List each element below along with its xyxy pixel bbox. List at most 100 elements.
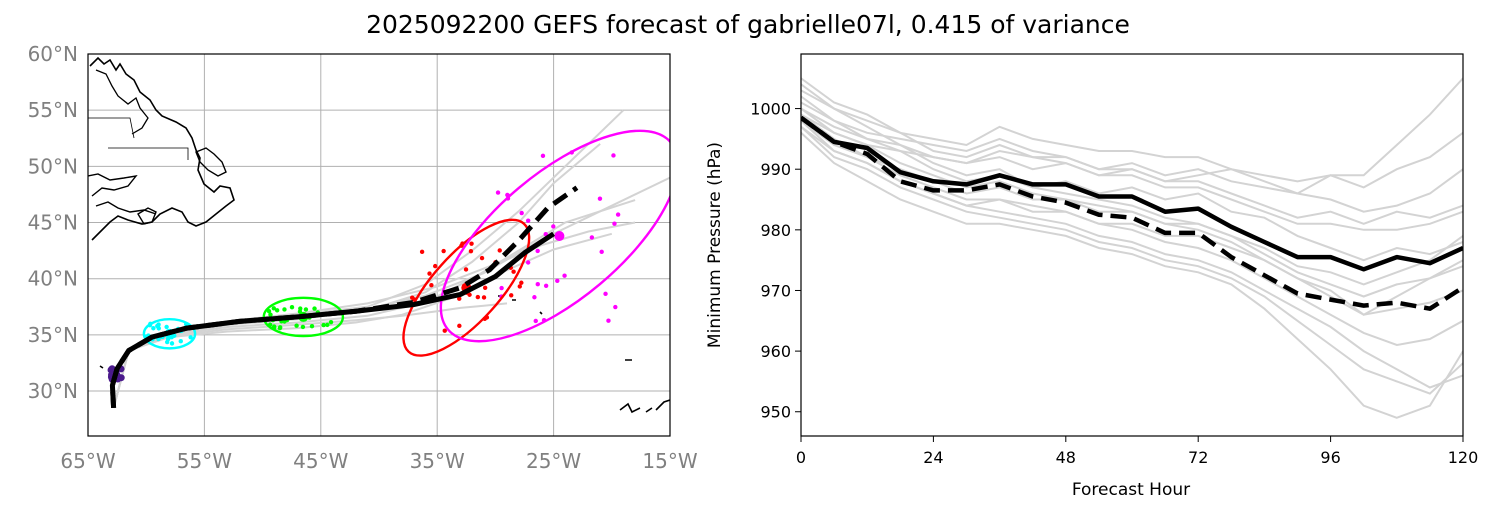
y-tick-label: 980 — [760, 221, 791, 240]
map-ytick-label: 30°N — [28, 379, 78, 403]
member-position-dot — [164, 324, 169, 330]
member-position-dot — [277, 325, 283, 331]
member-position-dot — [481, 295, 487, 300]
mean-tracks — [109, 185, 579, 409]
member-position-dot — [555, 278, 560, 284]
member-position-dot — [562, 273, 567, 278]
member-position-dot — [271, 306, 277, 311]
map-frame — [87, 53, 671, 437]
member-position-dot — [551, 224, 556, 229]
member-position-dot — [519, 280, 524, 285]
map-ytick-label: 40°N — [28, 267, 78, 291]
member-position-dot — [303, 307, 309, 312]
mean-pressure-solid — [801, 115, 1463, 272]
member-position-dot — [188, 335, 193, 340]
member-position-dot — [463, 267, 469, 272]
member-position-dot — [525, 260, 531, 265]
pressure-tick-labels: 0 24 48 72 96 120 950 960 970 980 990 1000 — [750, 100, 1478, 467]
member-position-dot — [300, 324, 306, 330]
mean-track-dashed — [109, 185, 579, 409]
member-position-dot — [511, 269, 516, 274]
y-tick-label: 960 — [760, 342, 791, 361]
member-pressure-line — [801, 113, 1463, 347]
mean-pressure-lines — [801, 115, 1463, 311]
map-ytick-label: 55°N — [28, 98, 78, 122]
y-tick-label: 1000 — [750, 100, 791, 119]
y-axis-label: Minimum Pressure (hPa) — [705, 142, 725, 348]
member-position-dot — [497, 248, 502, 253]
member-position-dot — [433, 263, 438, 269]
x-tick-label: 96 — [1320, 448, 1340, 467]
member-pressure-line — [801, 77, 1463, 195]
member-position-dot — [468, 248, 474, 254]
member-pressure-line — [801, 132, 1463, 419]
map-xtick-label: 25°W — [526, 449, 581, 473]
x-tick-label: 120 — [1448, 448, 1479, 467]
member-position-dot — [321, 322, 326, 328]
track-map-panel: 65°W 55°W 45°W 35°W 25°W 15°W 30°N 35°N 40°N 45°N… — [28, 42, 698, 473]
x-tick-label: 72 — [1188, 448, 1208, 467]
labrador-inlets — [95, 69, 149, 135]
madeira-islands — [99, 359, 632, 369]
map-xtick-label: 55°W — [177, 449, 232, 473]
member-position-dot — [169, 341, 175, 346]
member-position-dot — [325, 322, 330, 328]
member-position-dot — [532, 295, 537, 300]
member-position-dot — [589, 235, 595, 240]
member-position-dot — [419, 249, 425, 255]
africa-coast — [619, 399, 670, 414]
member-pressure-line — [801, 125, 1463, 316]
uncertainty-ellipse — [262, 296, 345, 338]
member-position-dot — [108, 365, 116, 373]
member-position-dot — [611, 153, 616, 158]
member-pressure-line — [801, 77, 1463, 231]
map-background — [88, 54, 670, 436]
member-position-dot — [597, 196, 603, 201]
member-position-dot — [499, 285, 504, 291]
member-position-dot — [479, 255, 485, 261]
member-position-dot — [535, 248, 540, 254]
gulf-stlawrence-coast — [88, 173, 157, 215]
member-position-dot — [457, 323, 462, 329]
member-position-dot — [442, 328, 447, 333]
member-position-dot — [178, 339, 183, 344]
member-position-dot — [328, 319, 334, 325]
uncertainty-ellipse — [439, 129, 670, 343]
member-pressure-line — [801, 126, 1463, 395]
border-lines — [88, 117, 189, 160]
member-pressure-line — [801, 89, 1463, 189]
y-tick-label: 970 — [760, 281, 791, 300]
uncertainty-ellipse — [402, 218, 531, 357]
member-position-dot — [606, 318, 611, 323]
member-position-dot — [282, 307, 287, 312]
member-position-dot — [274, 308, 280, 313]
island-newfoundland — [195, 147, 227, 177]
member-position-dot — [457, 296, 462, 301]
member-position-dot — [615, 212, 621, 217]
pressure-frame — [800, 53, 1464, 437]
map-xtick-label: 15°W — [642, 449, 697, 473]
member-position-dot — [509, 293, 514, 298]
x-tick-label: 48 — [1056, 448, 1076, 467]
member-position-dot — [540, 153, 546, 159]
map-xtick-label: 45°W — [293, 449, 348, 473]
pressure-panel: 0 24 48 72 96 120 950 960 970 980 990 1000 Forecast… — [705, 53, 1478, 500]
y-tick-label: 950 — [760, 403, 791, 422]
member-position-dot — [533, 318, 538, 324]
member-pressure-line — [801, 95, 1463, 298]
member-positions — [107, 150, 621, 383]
member-position-dot — [525, 218, 531, 223]
member-position-dot — [268, 312, 273, 317]
member-position-dot — [475, 294, 481, 300]
member-position-dot — [309, 324, 315, 329]
map-ytick-label: 60°N — [28, 42, 78, 66]
map-ytick-label: 50°N — [28, 154, 78, 178]
figure-title: 2025092200 GEFS forecast of gabrielle07l… — [366, 10, 1130, 39]
member-position-dot — [519, 210, 524, 216]
member-pressure-lines — [801, 77, 1463, 419]
y-tick-label: 990 — [760, 160, 791, 179]
member-track — [112, 302, 508, 409]
member-position-dot — [294, 323, 299, 328]
member-position-dot — [599, 249, 604, 255]
member-position-dot — [517, 284, 522, 289]
